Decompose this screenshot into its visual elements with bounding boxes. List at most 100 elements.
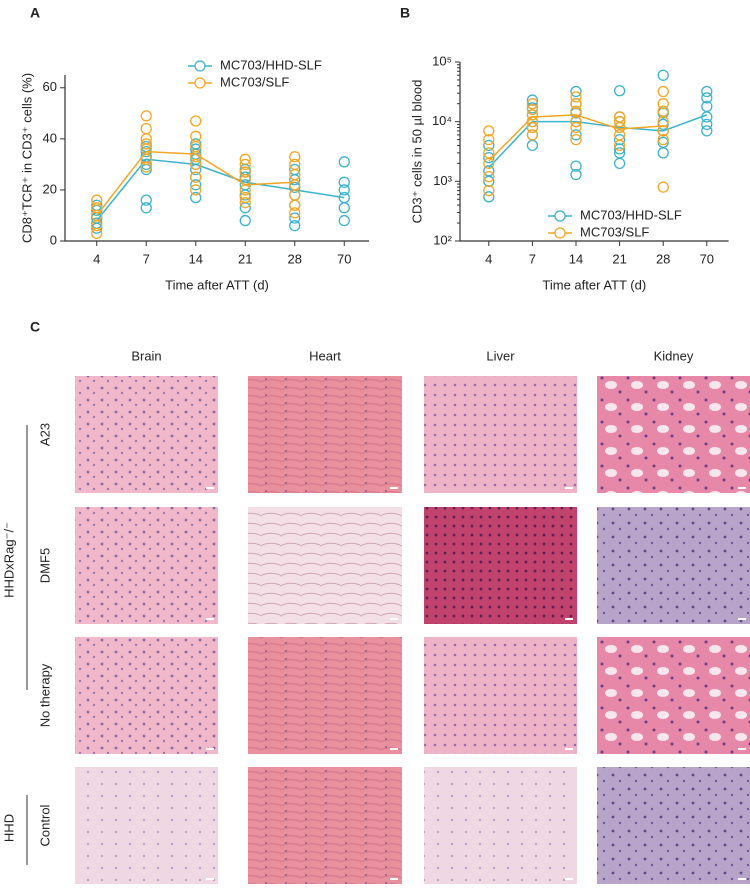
- data-point: [140, 161, 152, 173]
- data-point: [483, 151, 495, 164]
- data-point: [338, 202, 350, 214]
- scale-bar: [206, 748, 214, 750]
- histology-image: [424, 376, 577, 493]
- scale-bar: [565, 878, 573, 880]
- histology-image: [597, 376, 750, 493]
- data-point: [570, 168, 582, 181]
- data-point: [657, 133, 669, 146]
- row-label: No therapy: [37, 663, 52, 727]
- y-tick-label: 10⁴: [432, 113, 452, 128]
- row-label: A23: [37, 423, 52, 446]
- column-header: Brain: [131, 348, 161, 363]
- data-point: [190, 191, 202, 204]
- legend-marker: [554, 210, 566, 222]
- panel-label: C: [30, 319, 40, 335]
- data-point: [483, 147, 495, 159]
- data-point: [140, 194, 152, 206]
- data-point: [289, 189, 301, 201]
- data-point: [483, 184, 495, 197]
- scale-bar: [206, 487, 214, 489]
- mean-line: [488, 114, 664, 162]
- histology-image: [75, 376, 218, 493]
- data-point: [483, 139, 495, 152]
- data-point: [613, 147, 626, 159]
- x-tick-label: 4: [485, 251, 492, 266]
- data-point: [140, 138, 152, 150]
- x-tick-label: 21: [612, 251, 626, 266]
- scale-bar: [565, 748, 573, 750]
- data-point: [483, 125, 495, 137]
- data-point: [289, 151, 301, 163]
- scale-bar: [390, 878, 398, 880]
- histology-image: [248, 767, 402, 884]
- scale-bar: [738, 878, 746, 880]
- data-point: [190, 179, 202, 191]
- histology-image: [248, 637, 402, 754]
- legend-marker: [194, 60, 206, 72]
- data-point: [657, 118, 669, 131]
- data-point: [701, 118, 713, 131]
- data-point: [239, 191, 251, 204]
- data-point: [657, 85, 669, 98]
- data-point: [190, 115, 202, 127]
- data-point: [140, 110, 152, 122]
- histology-image: [597, 507, 750, 624]
- data-point: [140, 122, 152, 135]
- data-point: [657, 136, 669, 149]
- histology-image: [597, 767, 750, 884]
- column-header: Liver: [486, 348, 515, 363]
- data-point: [289, 212, 301, 224]
- column-header: Heart: [309, 348, 341, 363]
- data-point: [338, 156, 350, 168]
- data-point: [190, 171, 202, 183]
- y-axis-label: CD3⁺ cells in 50 µl blood: [409, 80, 424, 224]
- group-label: HHD: [1, 814, 16, 842]
- data-point: [190, 184, 202, 196]
- data-point: [483, 170, 495, 183]
- x-axis-label: Time after ATT (d): [542, 277, 646, 292]
- column-header: Kidney: [654, 348, 694, 363]
- x-tick-label: 70: [337, 251, 351, 266]
- data-point: [613, 133, 626, 146]
- data-point: [613, 111, 626, 123]
- x-axis-label: Time after ATT (d): [165, 277, 269, 292]
- data-point: [289, 207, 301, 219]
- data-point: [701, 125, 713, 137]
- data-point: [239, 214, 251, 227]
- data-point: [570, 133, 582, 146]
- row-label: Control: [37, 804, 52, 846]
- mean-line: [96, 150, 295, 216]
- scale-bar: [390, 748, 398, 750]
- data-point: [289, 220, 301, 232]
- x-tick-label: 70: [700, 251, 714, 266]
- y-tick-label: 0: [50, 232, 57, 247]
- legend-label: MC703/HHD-SLF: [220, 57, 322, 72]
- scale-bar: [738, 748, 746, 750]
- data-point: [190, 140, 202, 153]
- data-point: [526, 103, 539, 116]
- scale-bar: [390, 618, 398, 620]
- x-tick-label: 28: [656, 251, 670, 266]
- data-point: [701, 85, 713, 98]
- x-tick-label: 4: [93, 251, 100, 266]
- data-point: [483, 165, 495, 177]
- data-point: [570, 160, 582, 172]
- data-point: [613, 129, 626, 141]
- scale-bar: [206, 618, 214, 620]
- scale-bar: [206, 878, 214, 880]
- y-tick-label: 10³: [433, 173, 452, 188]
- x-tick-label: 14: [189, 251, 203, 266]
- data-point: [657, 98, 669, 110]
- y-tick-label: 40: [43, 130, 57, 145]
- x-tick-label: 7: [143, 251, 150, 266]
- x-tick-label: 7: [529, 251, 536, 266]
- data-point: [289, 199, 301, 211]
- data-point: [289, 163, 301, 176]
- data-point: [570, 98, 582, 110]
- scale-bar: [738, 487, 746, 489]
- data-point: [483, 191, 495, 203]
- scale-bar: [738, 618, 746, 620]
- data-point: [239, 166, 251, 178]
- row-label: DMF5: [37, 548, 52, 583]
- data-point: [701, 92, 713, 104]
